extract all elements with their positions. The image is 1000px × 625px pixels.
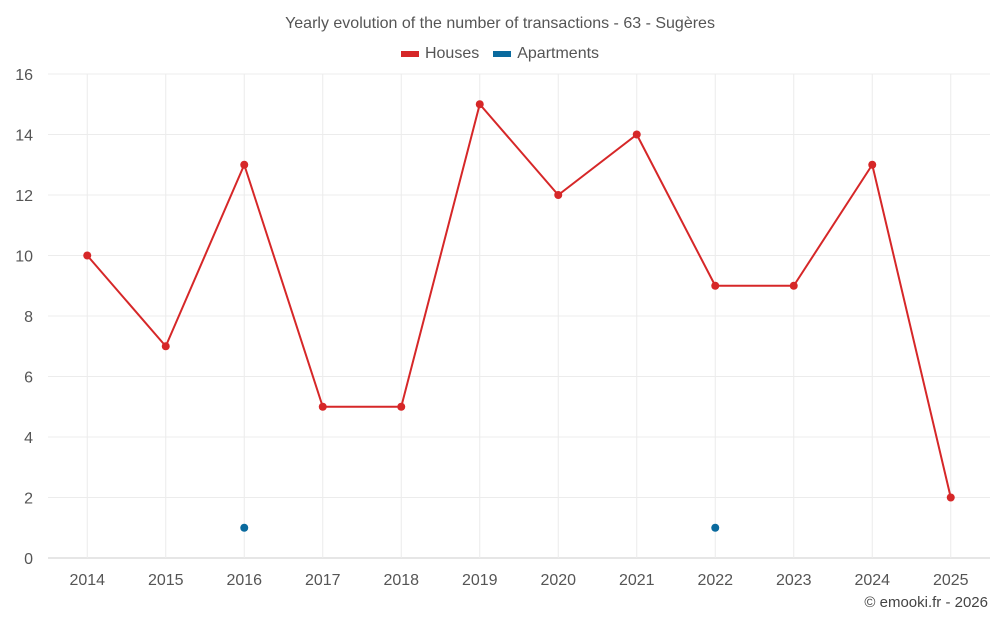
legend-item-apartments[interactable]: Apartments xyxy=(493,45,599,63)
y-tick-label: 8 xyxy=(24,309,33,326)
data-point-houses xyxy=(789,281,798,290)
y-tick-label: 0 xyxy=(24,551,33,568)
data-point-houses xyxy=(946,493,955,502)
x-tick-label: 2022 xyxy=(697,572,733,589)
x-tick-label: 2021 xyxy=(619,572,655,589)
data-point-houses xyxy=(475,100,484,109)
x-tick-label: 2023 xyxy=(776,572,812,589)
data-point-houses xyxy=(397,402,406,411)
data-point-houses xyxy=(83,251,92,260)
legend-label-houses: Houses xyxy=(424,45,480,62)
x-tick-label: 2016 xyxy=(226,572,262,589)
y-tick-label: 2 xyxy=(24,491,33,508)
y-tick-label: 16 xyxy=(15,67,33,84)
x-tick-label: 2024 xyxy=(854,572,890,589)
x-tick-label: 2014 xyxy=(69,572,105,589)
chart-legend: Houses Apartments xyxy=(0,45,1000,63)
credit-text: © emooki.fr - 2026 xyxy=(864,594,988,611)
legend-swatch-houses xyxy=(400,51,419,57)
y-tick-label: 6 xyxy=(24,370,33,387)
chart-title: Yearly evolution of the number of transa… xyxy=(285,15,715,32)
x-tick-label: 2015 xyxy=(148,572,184,589)
data-point-apartments xyxy=(711,523,720,532)
data-point-houses xyxy=(240,160,249,169)
y-tick-label: 4 xyxy=(24,430,33,447)
y-tick-label: 12 xyxy=(15,188,33,205)
x-tick-label: 2018 xyxy=(383,572,419,589)
legend-swatch-apartments xyxy=(493,51,512,57)
legend-item-houses[interactable]: Houses xyxy=(400,45,480,63)
data-point-houses xyxy=(632,130,641,139)
data-point-houses xyxy=(318,402,327,411)
y-tick-label: 14 xyxy=(15,128,33,145)
x-tick-label: 2017 xyxy=(305,572,341,589)
data-point-apartments xyxy=(240,523,249,532)
x-tick-label: 2025 xyxy=(933,572,969,589)
data-point-houses xyxy=(161,342,170,351)
x-tick-label: 2020 xyxy=(540,572,576,589)
data-point-houses xyxy=(554,191,563,199)
data-point-houses xyxy=(868,160,877,169)
data-point-houses xyxy=(711,281,720,290)
legend-label-apartments: Apartments xyxy=(517,45,600,62)
series-line-houses xyxy=(86,103,952,498)
y-tick-label: 10 xyxy=(15,249,33,266)
x-tick-label: 2019 xyxy=(462,572,498,589)
